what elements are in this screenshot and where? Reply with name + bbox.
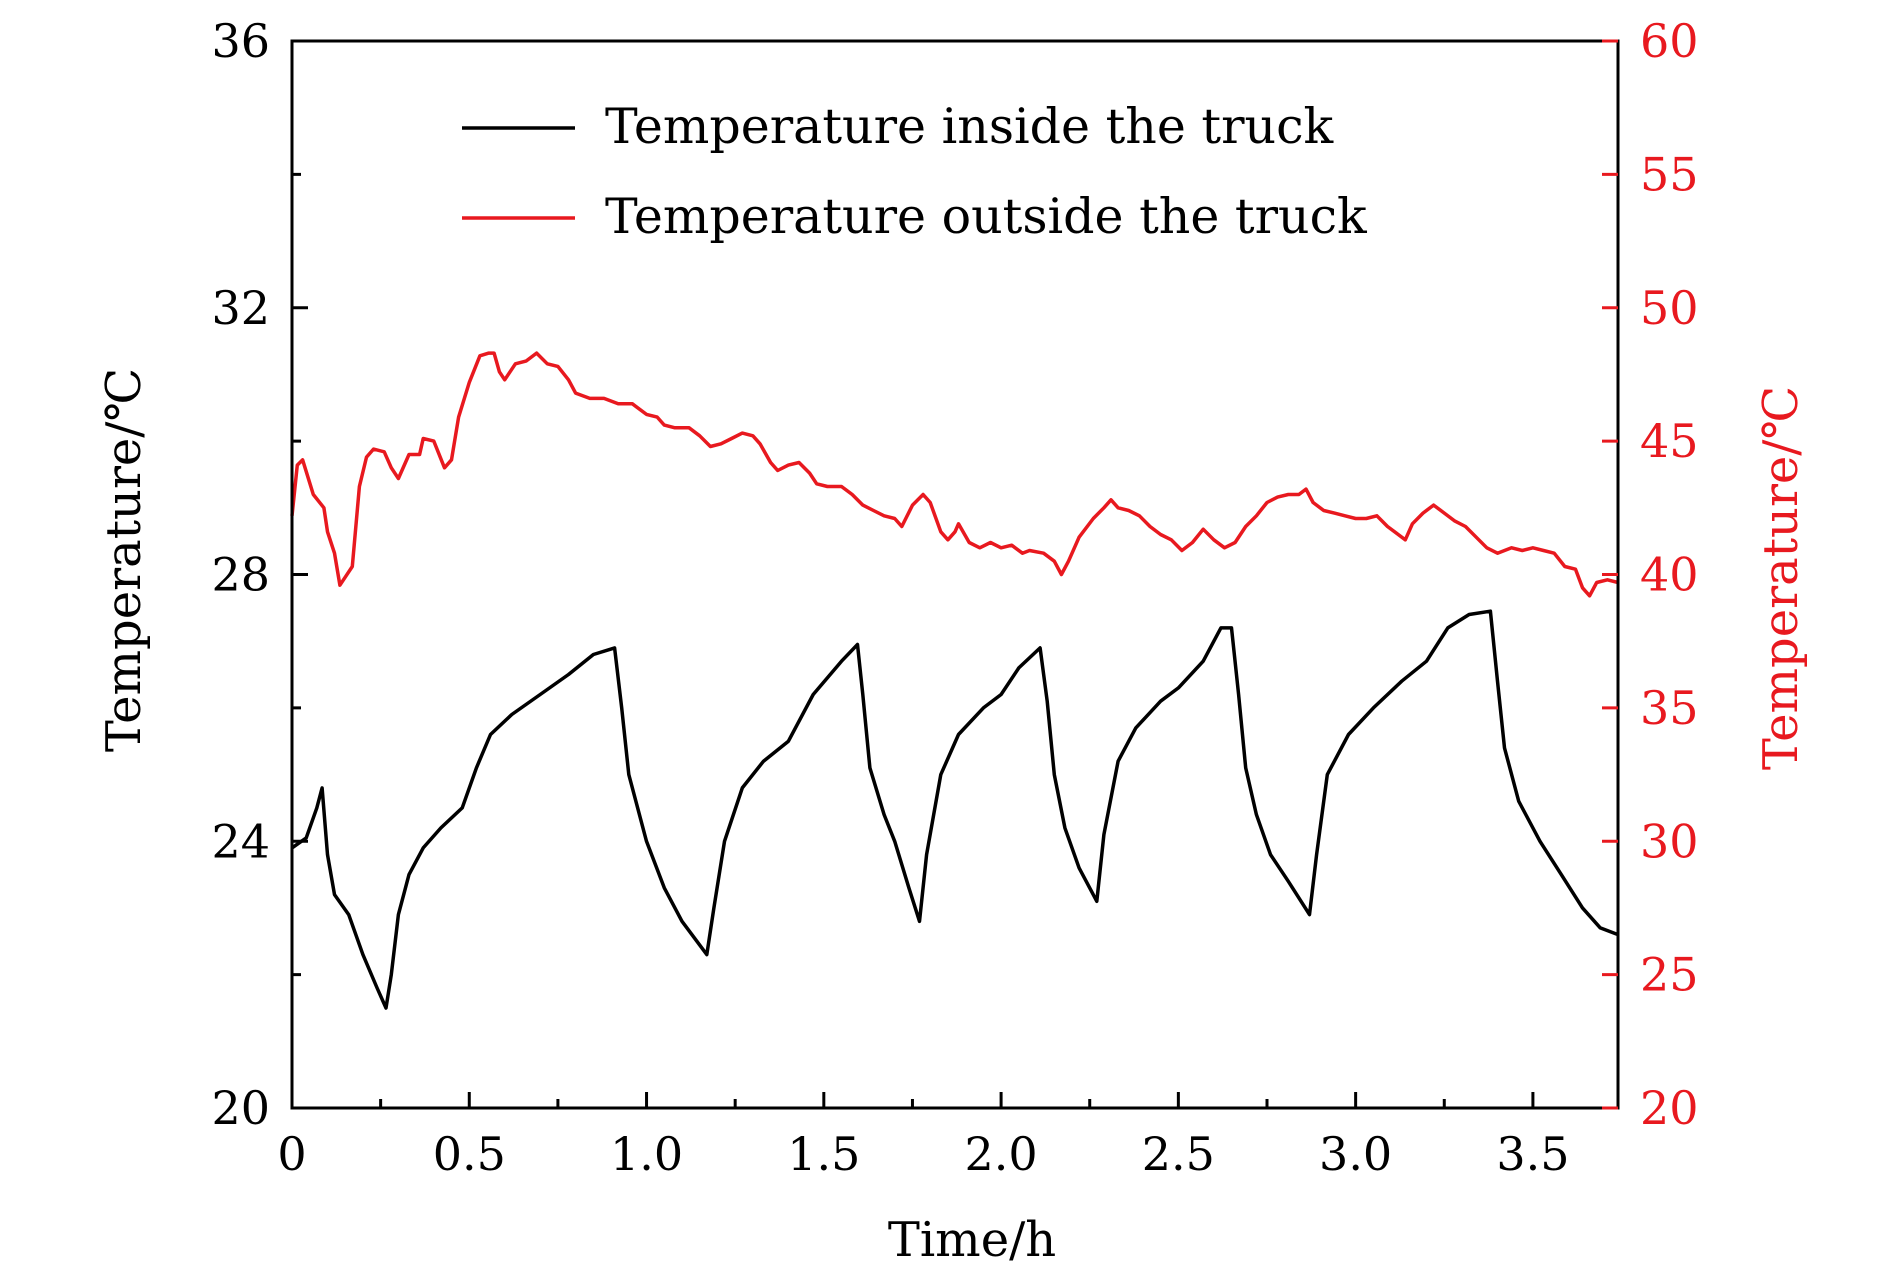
right-y-tick-label: 60 <box>1640 14 1699 68</box>
right-y-tick-label: 50 <box>1640 281 1699 335</box>
x-tick-label: 2.0 <box>965 1127 1038 1181</box>
x-tick-label: 1.5 <box>787 1127 860 1181</box>
x-axis-title: Time/h <box>888 1212 1056 1268</box>
right-y-tick-label: 40 <box>1640 548 1699 602</box>
right-y-tick-label: 25 <box>1640 948 1699 1002</box>
x-tick-label: 3.0 <box>1319 1127 1392 1181</box>
left-y-tick-label: 20 <box>211 1081 270 1135</box>
right-y-axis: 20 25 30 35 40 45 50 55 60 <box>1602 14 1699 1135</box>
legend: Temperature inside the truck Temperature… <box>462 98 1368 245</box>
left-y-tick-label: 32 <box>211 281 270 335</box>
left-y-tick-label: 28 <box>211 548 270 602</box>
legend-label-inside: Temperature inside the truck <box>605 98 1335 155</box>
left-y-tick-label: 24 <box>211 814 270 868</box>
right-y-tick-label: 55 <box>1640 147 1699 201</box>
right-y-axis-title: Temperature/℃ <box>1753 386 1809 770</box>
series-layer <box>290 351 1619 1010</box>
x-tick-label: 0.5 <box>433 1127 506 1181</box>
x-tick-label: 1.0 <box>610 1127 683 1181</box>
x-tick-label: 0 <box>277 1127 306 1181</box>
left-y-tick-label: 36 <box>211 14 270 68</box>
legend-label-outside: Temperature outside the truck <box>605 188 1368 245</box>
x-axis: 0 0.5 1.0 1.5 2.0 2.5 3.0 3.5 <box>277 1092 1569 1181</box>
right-y-tick-label: 30 <box>1640 814 1699 868</box>
right-y-tick-label: 45 <box>1640 414 1699 468</box>
right-y-tick-label: 35 <box>1640 681 1699 735</box>
x-tick-label: 3.5 <box>1496 1127 1569 1181</box>
x-tick-label: 2.5 <box>1142 1127 1215 1181</box>
right-y-tick-label: 20 <box>1640 1081 1699 1135</box>
left-y-axis-title: Temperature/℃ <box>96 368 152 752</box>
series-line-outside <box>290 351 1619 598</box>
left-y-axis: 20 24 28 32 36 <box>211 14 308 1135</box>
series-line-inside <box>290 609 1619 1010</box>
